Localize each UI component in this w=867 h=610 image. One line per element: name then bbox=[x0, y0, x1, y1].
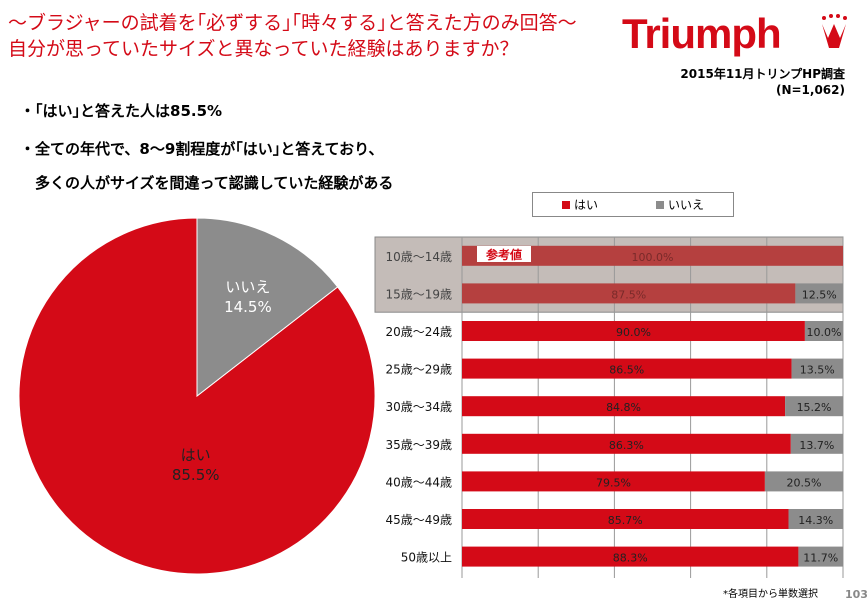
bar-yes-label: 86.5% bbox=[609, 364, 644, 377]
pie-label-no: いいえ bbox=[225, 278, 270, 296]
legend-swatch-yes bbox=[561, 201, 570, 209]
source-text: 2015年11月トリンプHP調査 bbox=[680, 67, 845, 81]
bar-no-label: 10.0% bbox=[806, 326, 841, 339]
pie-value-yes: 85.5% bbox=[172, 466, 220, 484]
legend-label-no: いいえ bbox=[667, 198, 704, 212]
bullet-3: 多くの人がサイズを間違って認識していた経験がある bbox=[20, 174, 394, 192]
survey-source: 2015年11月トリンプHP調査 (N=1,062) bbox=[680, 66, 845, 98]
bar-no bbox=[790, 433, 843, 454]
bar-no bbox=[764, 471, 843, 492]
bullet-1: ・｢はい｣と答えた人は85.5% bbox=[20, 102, 223, 120]
reference-badge bbox=[477, 246, 531, 262]
bar-yes bbox=[462, 358, 792, 379]
bar-yes-label: 90.0% bbox=[616, 326, 651, 339]
category-label: 20歳～24歳 bbox=[385, 325, 452, 339]
bullet-2: ・全ての年代で、8～9割程度が｢はい｣と答えており、 bbox=[20, 140, 384, 158]
category-label: 35歳～39歳 bbox=[385, 438, 452, 452]
crown-icon bbox=[822, 14, 847, 48]
category-label: 25歳～29歳 bbox=[385, 363, 452, 377]
bar-no-label: 13.7% bbox=[799, 439, 834, 452]
bar-yes bbox=[462, 433, 791, 454]
bar-yes bbox=[462, 283, 796, 304]
category-label: 50歳以上 bbox=[401, 551, 452, 565]
pie-value-no: 14.5% bbox=[224, 298, 272, 316]
bar-yes-label: 87.5% bbox=[611, 288, 646, 301]
bar-no-label: 13.5% bbox=[800, 364, 835, 377]
bar-no-label: 12.5% bbox=[802, 288, 837, 301]
bar-yes bbox=[462, 245, 843, 266]
bar-yes bbox=[462, 396, 786, 417]
category-label: 30歳～34歳 bbox=[385, 400, 452, 414]
category-label: 40歳～44歳 bbox=[385, 475, 452, 489]
bar-yes-label: 88.3% bbox=[613, 552, 648, 565]
bar-no bbox=[791, 358, 843, 379]
title-line-1: ～ブラジャーの試着を｢必ずする｣｢時々する｣と答えた方のみ回答～ bbox=[8, 12, 577, 34]
legend-no: いいえ bbox=[655, 196, 704, 213]
category-label: 45歳～49歳 bbox=[385, 513, 452, 527]
legend-yes: はい bbox=[561, 196, 598, 213]
category-label: 10歳～14歳 bbox=[385, 250, 452, 264]
bar-yes bbox=[462, 509, 789, 529]
bar-no bbox=[795, 283, 843, 304]
triumph-logo: Triumph bbox=[622, 10, 782, 57]
bar-yes-label: 100.0% bbox=[632, 251, 674, 264]
pie-slice-no bbox=[196, 217, 339, 398]
bar-yes bbox=[462, 546, 799, 567]
category-label: 15歳～19歳 bbox=[385, 287, 452, 301]
bar-no bbox=[804, 321, 843, 341]
bar-yes bbox=[462, 321, 805, 341]
legend-label-yes: はい bbox=[573, 198, 598, 212]
bar-yes-label: 85.7% bbox=[608, 514, 643, 527]
legend-swatch-no bbox=[655, 201, 664, 209]
bar-no bbox=[788, 509, 843, 529]
page-number: 103 bbox=[845, 588, 867, 601]
bar-no-label: 11.7% bbox=[803, 552, 838, 565]
bar-yes bbox=[462, 471, 765, 492]
bar-no-label: 20.5% bbox=[786, 476, 821, 489]
pie-label-yes: はい bbox=[181, 446, 211, 464]
sample-size: (N=1,062) bbox=[775, 83, 845, 97]
bar-no bbox=[798, 546, 843, 567]
footnote: *各項目から単数選択 bbox=[723, 589, 818, 600]
bar-no-label: 14.3% bbox=[798, 514, 833, 527]
title-line-2: 自分が思っていたサイズと異なっていた経験はありますか？ bbox=[8, 38, 519, 60]
bar-yes-label: 84.8% bbox=[606, 401, 641, 414]
legend: はい いいえ bbox=[532, 192, 734, 217]
bar-no bbox=[785, 396, 843, 417]
reference-badge-label: 参考値 bbox=[486, 247, 522, 262]
bar-no-label: 15.2% bbox=[797, 401, 832, 414]
bar-yes-label: 79.5% bbox=[596, 476, 631, 489]
bar-yes-label: 86.3% bbox=[609, 439, 644, 452]
